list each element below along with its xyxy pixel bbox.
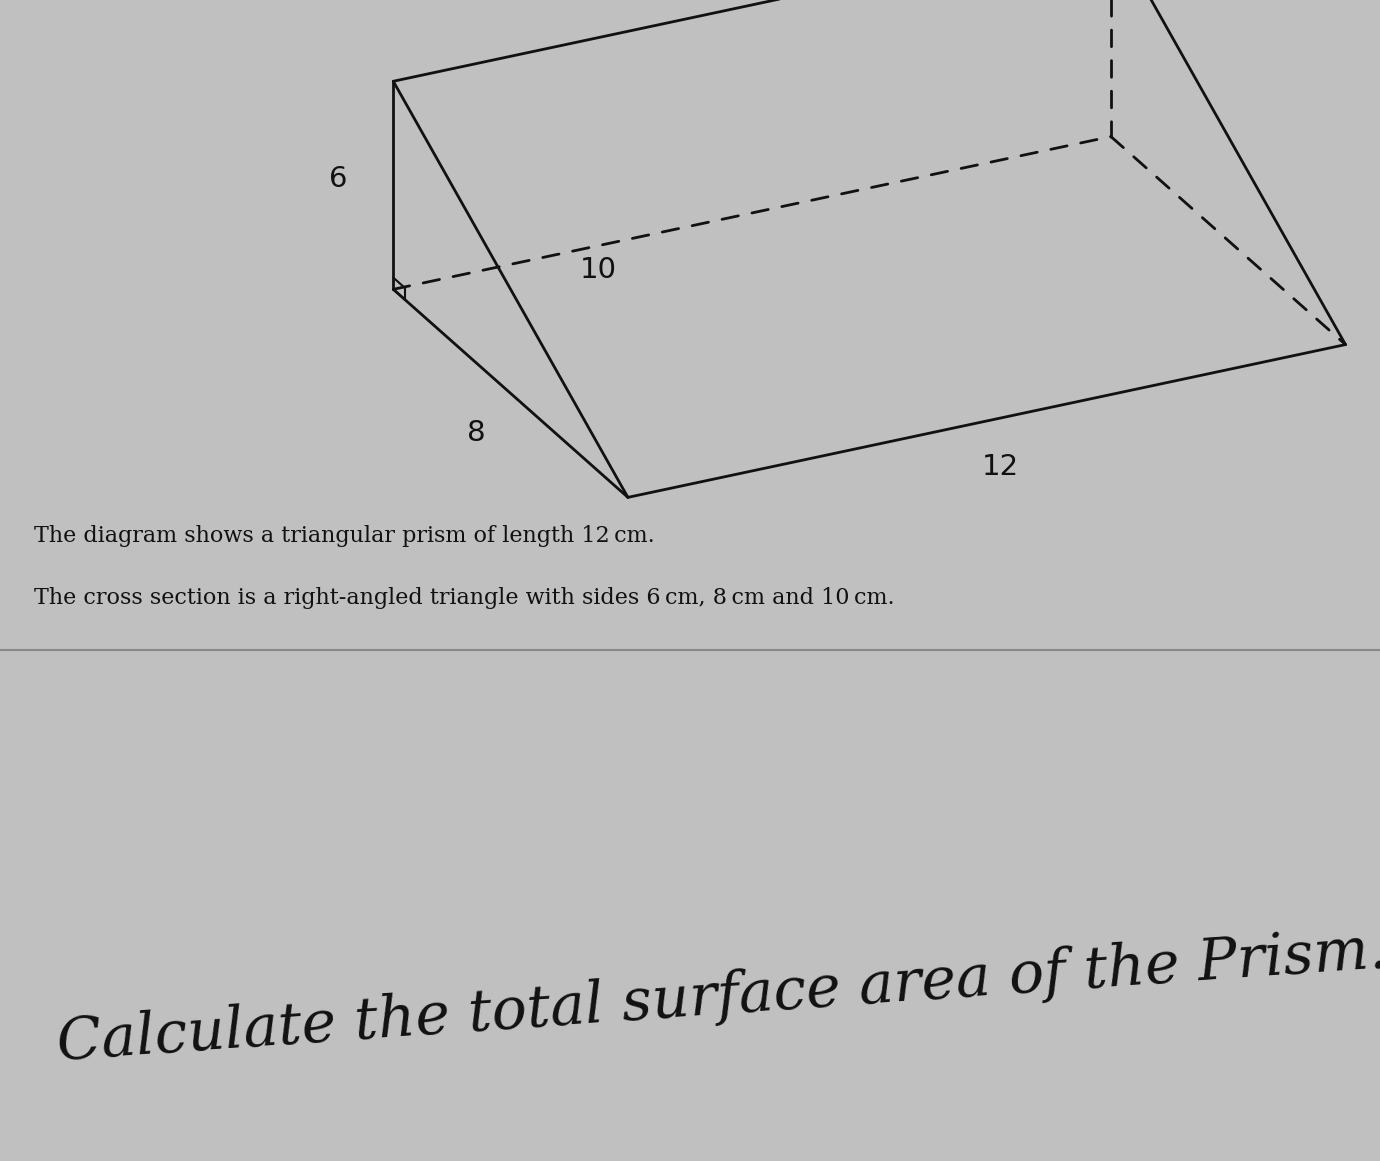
Text: 8: 8 (466, 419, 486, 447)
Text: Calculate the total surface area of the Prism.: Calculate the total surface area of the … (55, 923, 1380, 1073)
Text: 6: 6 (330, 165, 348, 193)
Text: The cross section is a right-angled triangle with sides 6 cm, 8 cm and 10 cm.: The cross section is a right-angled tria… (34, 587, 896, 610)
Text: The diagram shows a triangular prism of length 12 cm.: The diagram shows a triangular prism of … (34, 526, 655, 547)
Text: 12: 12 (983, 454, 1018, 482)
Text: 10: 10 (580, 255, 617, 283)
